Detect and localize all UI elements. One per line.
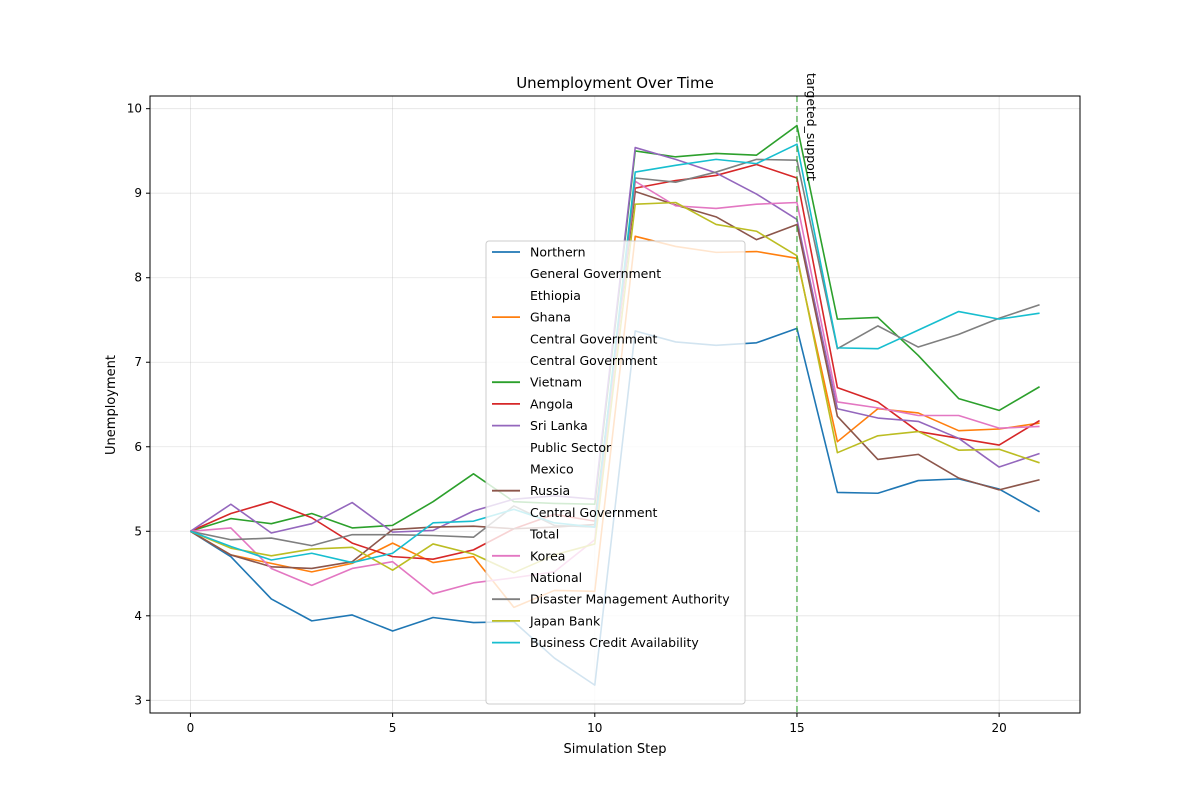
legend-box — [485, 240, 746, 705]
x-tick-label: 5 — [389, 721, 397, 735]
y-tick-label: 4 — [134, 609, 142, 623]
plot-frame — [149, 95, 1081, 714]
legend-label-1: General Government — [530, 266, 661, 281]
axis-ticks: 0 5 10 15 20 3 4 5 6 7 8 9 10 — [127, 102, 1007, 735]
legend-label-6: Vietnam — [530, 375, 582, 390]
x-tick-label: 20 — [991, 721, 1006, 735]
x-tick-label: 10 — [587, 721, 602, 735]
x-axis-label: Simulation Step — [564, 742, 667, 757]
x-tick-label: 15 — [789, 721, 804, 735]
annotation-label: targeted_support — [804, 73, 819, 181]
legend-label-12: Central Government — [530, 505, 658, 520]
y-axis-label: Unemployment — [104, 355, 119, 455]
y-tick-label: 10 — [127, 102, 142, 116]
legend-label-13: Total — [529, 527, 559, 542]
legend-label-17: Japan Bank — [529, 613, 601, 628]
legend-label-3: Ghana — [530, 310, 571, 325]
legend: Northern General Government Ethiopia Ghana C… — [485, 240, 746, 705]
y-tick-label: 5 — [134, 524, 142, 538]
legend-label-2: Ethiopia — [530, 288, 581, 303]
x-tick-label: 0 — [187, 721, 195, 735]
y-tick-label: 6 — [134, 440, 142, 454]
annotation: targeted_support — [796, 73, 819, 713]
legend-label-7: Angola — [530, 396, 573, 411]
y-tick-label: 3 — [134, 693, 142, 707]
legend-label-11: Russia — [530, 483, 570, 498]
legend-label-16: Disaster Management Authority — [530, 592, 730, 607]
legend-label-18: Business Credit Availability — [530, 635, 699, 650]
y-tick-label: 7 — [134, 355, 142, 369]
legend-label-8: Sri Lanka — [530, 418, 588, 433]
legend-label-5: Central Government — [530, 353, 658, 368]
y-tick-label: 8 — [134, 271, 142, 285]
legend-label-9: Public Sector — [530, 440, 612, 455]
legend-label-14: Korea — [530, 548, 565, 563]
legend-label-10: Mexico — [530, 462, 574, 477]
chart-title: Unemployment Over Time — [516, 74, 714, 92]
legend-label-0: Northern — [530, 245, 586, 260]
legend-label-15: National — [530, 570, 582, 585]
y-tick-label: 9 — [134, 186, 142, 200]
legend-label-4: Central Government — [530, 331, 658, 346]
